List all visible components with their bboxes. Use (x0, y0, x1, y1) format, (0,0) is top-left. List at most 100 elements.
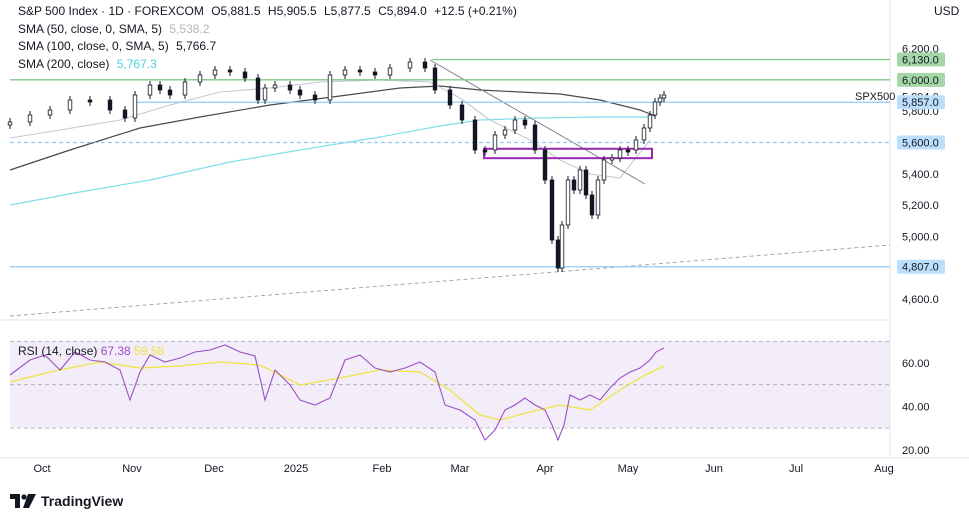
price-label-box (897, 135, 945, 150)
support-box (483, 147, 653, 160)
change-value: +12.5 (+0.21%) (434, 4, 517, 18)
ohlc-row: S&P 500 Index · 1D · FOREXCOM O5,881.5 H… (18, 3, 521, 21)
sma100-line (9, 85, 656, 171)
price-tick-label: 4,600.0 (902, 294, 939, 306)
sma100-row[interactable]: SMA (100, close, 0, SMA, 5) 5,766.7 (18, 38, 521, 56)
time-tick-label: 2025 (284, 463, 308, 475)
time-tick-label: Mar (451, 463, 470, 475)
candle-body (422, 61, 428, 69)
time-tick-label: May (618, 463, 639, 475)
candle-body (167, 89, 173, 96)
candle-body (242, 71, 248, 79)
candle-body (47, 109, 53, 116)
candle-body (27, 114, 33, 123)
candle-body (407, 61, 413, 69)
candle-body (571, 179, 577, 191)
candle-body (512, 119, 518, 131)
candle-body (157, 84, 163, 91)
price-tick-label: 5,200.0 (902, 200, 939, 212)
price-label: 5,857.0 (902, 97, 939, 109)
candle-body (532, 124, 538, 151)
sma200-line (9, 116, 650, 206)
price-tick-label: 5,000.0 (902, 232, 939, 244)
time-tick-label: Jun (705, 463, 723, 475)
time-tick-label: Apr (536, 463, 553, 475)
price-label: 6,000.0 (902, 75, 939, 87)
candle-body (559, 224, 565, 269)
rsi-legend[interactable]: RSI (14, close) 67.38 59.58 (18, 344, 164, 358)
candle-body (122, 109, 128, 119)
candle-body (372, 71, 378, 76)
candle-body (617, 149, 623, 159)
candle-body (641, 127, 647, 141)
candle-body (549, 179, 555, 241)
candle-body (197, 74, 203, 83)
candle-body (633, 139, 639, 151)
rsi-tick-label: 60.00 (902, 358, 930, 370)
price-label: 4,807.0 (902, 262, 939, 274)
tradingview-icon (10, 494, 36, 508)
candle-body (432, 67, 438, 91)
candle-body (583, 169, 589, 196)
time-tick-label: Dec (204, 463, 224, 475)
candle-body (297, 89, 303, 96)
candle-body (542, 149, 548, 181)
sma50-row[interactable]: SMA (50, close, 0, SMA, 5) 5,538.2 (18, 21, 521, 39)
candle-body (107, 99, 113, 111)
candle-body (262, 87, 268, 101)
candle-body (87, 99, 93, 103)
candle-body (601, 159, 607, 181)
rsi-label: RSI (14, close) (18, 344, 98, 358)
candle-body (255, 77, 261, 101)
instrument-title: S&P 500 Index · 1D · FOREXCOM (18, 4, 204, 18)
time-tick-label: Nov (122, 463, 142, 475)
rsi-ma-line (9, 361, 665, 421)
time-tick-label: Jul (789, 463, 803, 475)
candle-body (312, 94, 318, 101)
time-tick-label: Oct (33, 463, 50, 475)
candle-body (212, 69, 218, 76)
sma50-label: SMA (50, close, 0, SMA, 5) (18, 21, 163, 36)
long-trendline (9, 244, 891, 317)
rsi-line (9, 344, 665, 442)
brand-name: TradingView (41, 493, 124, 509)
sma50-value: 5,538.2 (169, 21, 210, 36)
low-value: L5,877.5 (323, 4, 371, 18)
candle-body (7, 121, 13, 126)
open-value: O5,881.5 (211, 4, 261, 18)
candle-body (342, 69, 348, 76)
sma200-label: SMA (200, close) (18, 56, 110, 71)
candle-body (272, 84, 278, 89)
candle-body (522, 119, 528, 126)
price-label-box (897, 72, 945, 87)
close-value: C5,894.0 (378, 4, 427, 18)
candle-body (657, 97, 663, 103)
currency-label[interactable]: USD (934, 4, 960, 18)
price-label-box (897, 95, 945, 110)
candle-body (287, 84, 293, 91)
time-tick-label: Aug (874, 463, 894, 475)
candle-body (661, 94, 667, 99)
candle-body (625, 149, 631, 153)
time-tick-label: Feb (373, 463, 392, 475)
candle-body (227, 69, 233, 73)
candle-body (565, 179, 571, 226)
sma200-row[interactable]: SMA (200, close) 5,767.3 (18, 56, 521, 74)
price-label-box (897, 259, 945, 274)
rsi-ma-value: 59.58 (134, 344, 165, 358)
sma100-value: 5,766.7 (176, 39, 217, 53)
candle-body (609, 157, 615, 161)
tradingview-logo[interactable]: TradingView (10, 493, 123, 509)
candle-body (472, 119, 478, 151)
candle-body (502, 129, 508, 136)
candle-body (555, 239, 561, 269)
rsi-tick-label: 20.00 (902, 445, 930, 457)
price-label: 5,600.0 (902, 138, 939, 150)
candle-body (595, 179, 601, 216)
candle-body (492, 134, 498, 151)
sma100-label: SMA (100, close, 0, SMA, 5) (18, 39, 169, 53)
chart-legend: S&P 500 Index · 1D · FOREXCOM O5,881.5 H… (18, 3, 521, 73)
symbol-label: SPX500 (855, 91, 895, 103)
